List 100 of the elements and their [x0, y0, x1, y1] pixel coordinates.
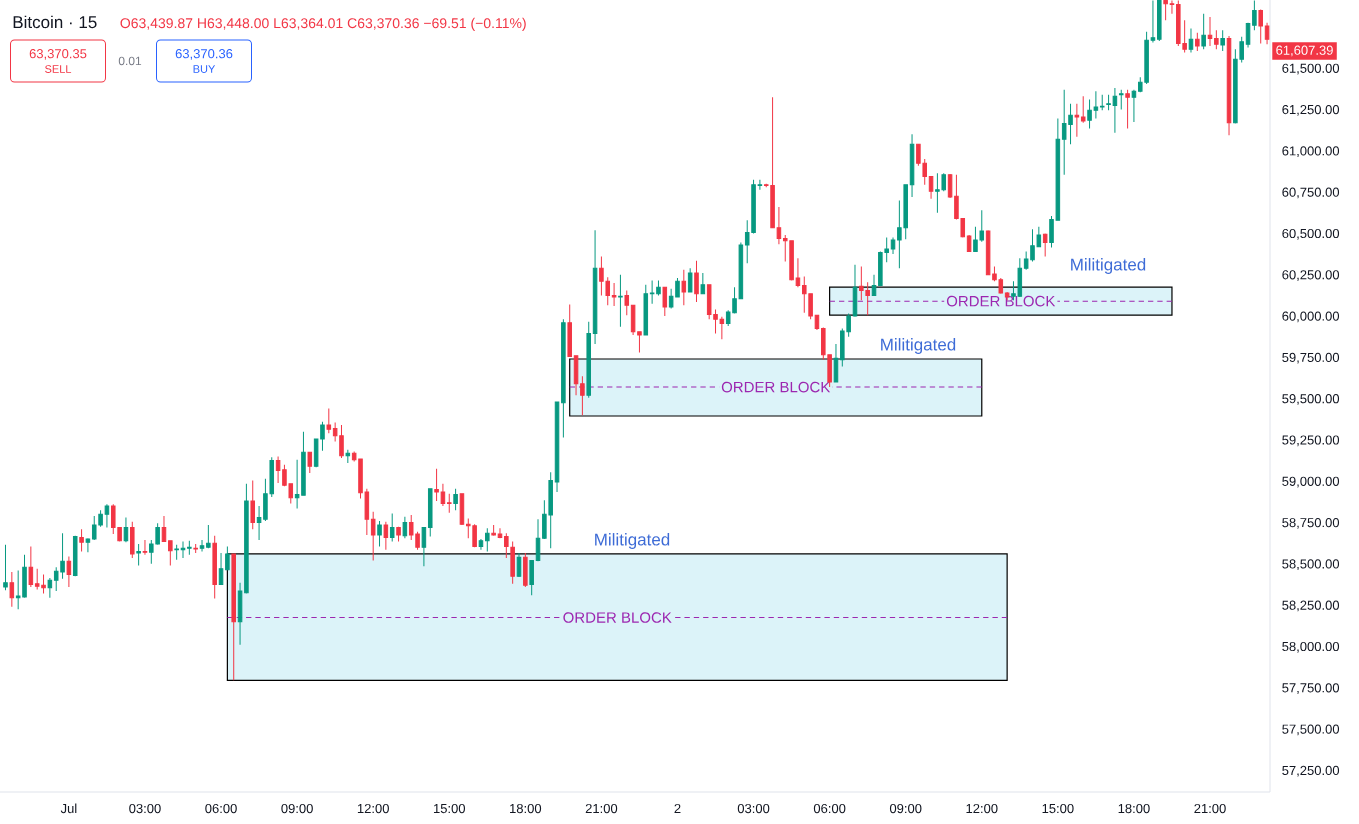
x-tick-label: 06:00: [205, 803, 237, 814]
text: 61,607.39: [1276, 45, 1333, 57]
candlestick: [1157, 0, 1162, 42]
y-tick-label: 57,500.00: [1282, 724, 1340, 736]
candlestick: [193, 543, 198, 554]
candlestick: [662, 286, 668, 317]
x-tick-label: 21:00: [1194, 803, 1226, 814]
candlestick: [72, 535, 78, 577]
candlestick: [427, 488, 433, 538]
candlestick: [66, 555, 72, 588]
candlestick: [1201, 13, 1206, 50]
y-tick-label: 59,000.00: [1282, 476, 1340, 488]
candlestick: [624, 289, 630, 316]
annotation: SELL: [45, 65, 72, 73]
candlestick: [535, 518, 541, 562]
x-tick-label: 2: [674, 803, 681, 813]
candlestick: [383, 521, 389, 551]
y-tick-label: 59,750.00: [1282, 352, 1340, 364]
candlestick: [618, 274, 623, 328]
candlestick: [161, 515, 167, 543]
candlestick: [1252, 0, 1257, 31]
annotation: Militigated: [1071, 258, 1146, 274]
text: Bitcoin · 15: [13, 15, 97, 29]
candlestick: [1074, 103, 1080, 138]
candlestick: [307, 451, 313, 474]
candlestick: [852, 264, 858, 318]
candlestick: [130, 521, 135, 559]
candlestick: [231, 553, 236, 681]
candlestick: [586, 321, 591, 399]
candlestick: [244, 483, 249, 595]
y-tick-label: 59,250.00: [1282, 435, 1340, 447]
candlestick: [485, 527, 490, 552]
candlestick: [9, 571, 15, 608]
candlestick: [529, 560, 534, 596]
candlestick: [1258, 9, 1263, 44]
x-tick-label: 12:00: [966, 803, 998, 814]
candlestick: [136, 543, 141, 566]
y-tick-label: 60,000.00: [1282, 311, 1340, 323]
candlestick: [453, 488, 458, 511]
candlestick: [966, 234, 972, 253]
y-tick-label: 57,750.00: [1282, 683, 1340, 694]
candlestick: [187, 540, 192, 556]
candlestick: [687, 267, 693, 293]
candlestick: [491, 524, 496, 537]
candlestick: [573, 355, 579, 396]
candlestick: [47, 577, 53, 599]
y-tick-label: 58,750.00: [1282, 518, 1340, 529]
candlestick: [85, 537, 91, 553]
candlestick: [681, 269, 687, 306]
annotation: 63,370.36: [175, 49, 233, 60]
x-tick-label: 03:00: [129, 803, 161, 814]
x-tick-label: Jul: [60, 803, 77, 814]
annotation: 63,370.35: [29, 49, 87, 60]
candlestick: [402, 516, 408, 539]
y-tick-label: 61,250.00: [1282, 104, 1340, 116]
candlestick: [497, 527, 503, 539]
x-tick-label: 12:00: [357, 803, 389, 814]
x-tick-label: 15:00: [433, 803, 466, 814]
candlestick: [510, 541, 515, 585]
candlestick: [3, 544, 8, 591]
candlestick: [377, 520, 382, 547]
y-tick-label: 58,250.00: [1282, 600, 1340, 612]
y-tick-label: 61,500.00: [1282, 63, 1340, 75]
candlestick: [237, 582, 243, 646]
candlestick: [1220, 29, 1225, 52]
candlestick: [928, 175, 934, 200]
candlestick: [592, 229, 598, 345]
y-tick-label: 60,500.00: [1282, 228, 1340, 240]
y-tick-label: 60,750.00: [1282, 187, 1340, 199]
annotation: BUY: [193, 65, 216, 73]
candlestick: [345, 449, 351, 464]
candlestick: [225, 546, 230, 571]
candlestick: [478, 538, 484, 551]
candlestick: [28, 546, 34, 588]
candlestick: [1042, 232, 1048, 258]
candlestick: [833, 343, 839, 383]
series-label: ORDER BLOCK: [721, 381, 831, 393]
candlestick: [643, 284, 649, 336]
candlestick: [199, 539, 205, 552]
candlestick: [446, 493, 452, 514]
y-tick-label: 58,500.00: [1282, 559, 1340, 571]
candlestick: [180, 541, 186, 559]
candlestick: [174, 544, 179, 561]
candlestick: [580, 375, 585, 416]
x-tick-label: 03:00: [737, 803, 770, 814]
candlestick: [567, 303, 572, 358]
candlestick: [123, 517, 129, 543]
candlestick: [1195, 32, 1200, 52]
candlestick: [168, 540, 173, 566]
y-tick-label: 60,250.00: [1282, 270, 1340, 281]
candlestick: [218, 552, 224, 585]
candlestick: [1131, 89, 1137, 123]
candlestick: [104, 503, 110, 528]
candlestick: [1125, 89, 1130, 130]
candlestick: [1099, 94, 1105, 111]
y-tick-label: 57,250.00: [1282, 765, 1340, 777]
candlestick: [890, 237, 896, 255]
y-tick-label: 58,000.00: [1282, 641, 1340, 653]
candlestick: [909, 133, 915, 198]
candlestick: [1080, 95, 1086, 124]
